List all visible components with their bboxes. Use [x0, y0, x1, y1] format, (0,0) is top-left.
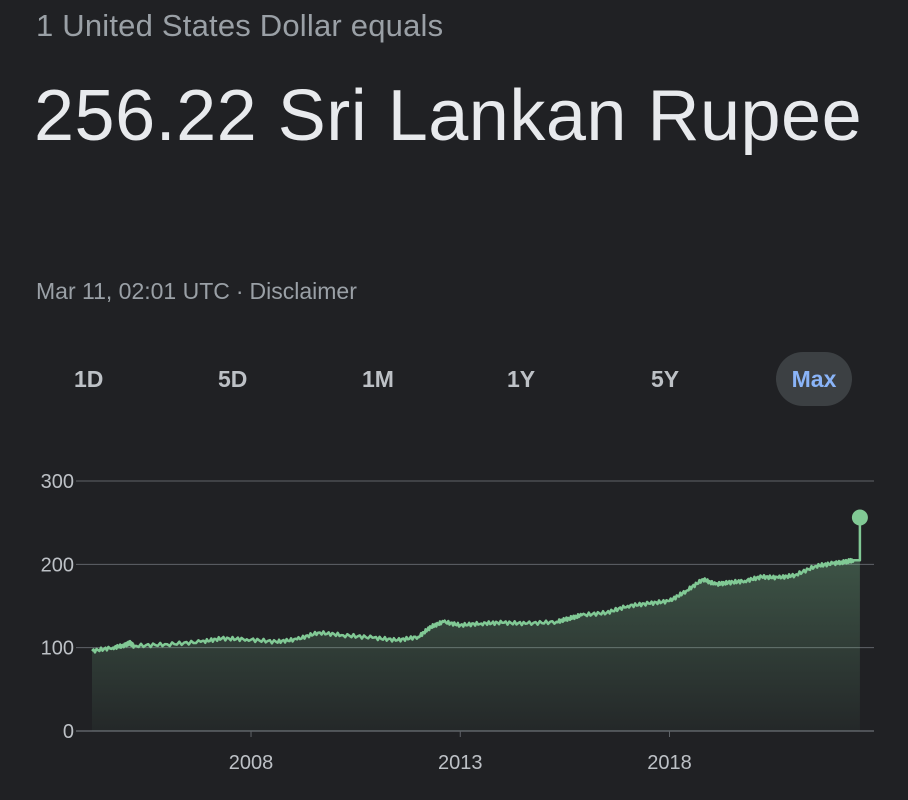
- y-tick-label-300: 300: [41, 471, 74, 493]
- range-selector: 1D 5D 1M 1Y 5Y Max: [20, 352, 888, 408]
- x-tick-label-2008: 2008: [229, 752, 274, 774]
- range-tab-1d[interactable]: 1D: [74, 365, 104, 392]
- conversion-result: 256.22 Sri Lankan Rupee: [34, 76, 863, 156]
- y-tick-label-0: 0: [63, 721, 74, 743]
- x-tick-label-2013: 2013: [438, 752, 483, 774]
- range-tab-1m[interactable]: 1M: [362, 365, 394, 392]
- meta-separator: ·: [235, 278, 244, 304]
- current-value-marker[interactable]: [851, 509, 868, 526]
- range-tab-5d[interactable]: 5D: [218, 365, 248, 392]
- disclaimer-link[interactable]: Disclaimer: [249, 278, 357, 304]
- y-tick-label-100: 100: [41, 638, 74, 660]
- timestamp: Mar 11, 02:01 UTC: [36, 278, 230, 304]
- series-line: [91, 517, 862, 654]
- range-tab-1y[interactable]: 1Y: [507, 365, 536, 392]
- series-area-fill: [92, 559, 860, 731]
- timestamp-row: Mar 11, 02:01 UTC · Disclaimer: [36, 278, 357, 305]
- range-tab-max[interactable]: Max: [776, 352, 852, 406]
- x-tick-label-2018: 2018: [647, 752, 692, 774]
- y-tick-label-200: 200: [41, 554, 74, 576]
- range-tab-5y[interactable]: 5Y: [651, 365, 680, 392]
- conversion-subtitle: 1 United States Dollar equals: [36, 8, 444, 43]
- exchange-rate-chart[interactable]: 0 100 200 300 2008 2013 2018: [0, 450, 908, 800]
